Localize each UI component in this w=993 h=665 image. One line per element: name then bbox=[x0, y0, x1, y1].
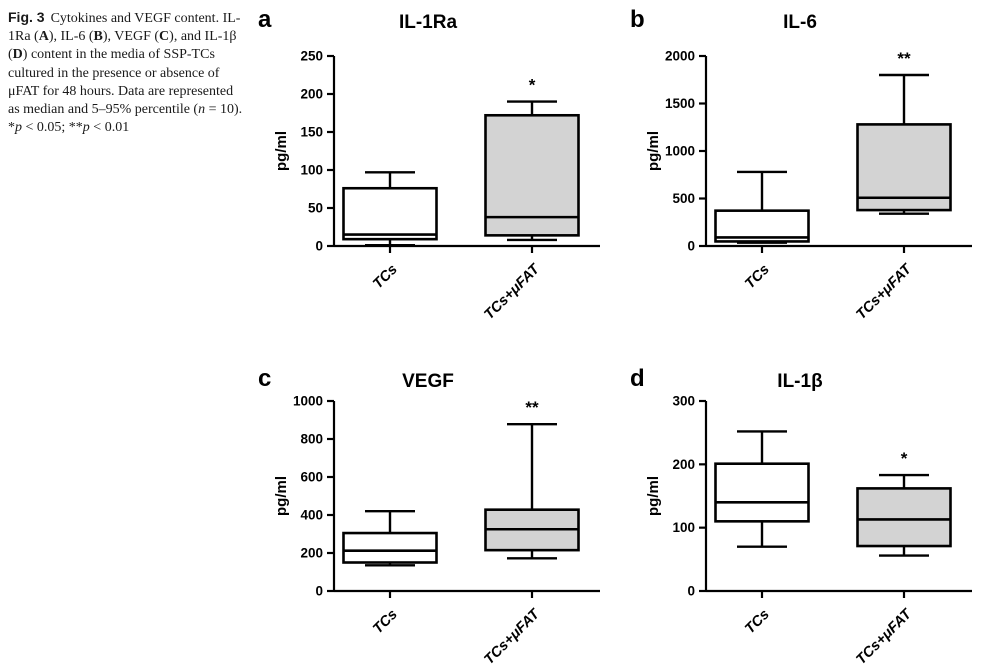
y-tick-label: 300 bbox=[672, 394, 695, 409]
y-tick-label: 0 bbox=[687, 239, 695, 254]
x-category-label: TCs+μFAT bbox=[481, 261, 543, 323]
panel-letter: a bbox=[258, 6, 272, 33]
x-category-label: TCs bbox=[370, 607, 401, 638]
panel-letter: b bbox=[630, 6, 645, 33]
caption-segment: ), VEGF ( bbox=[102, 29, 160, 45]
box-treated bbox=[856, 487, 952, 548]
chart-title: IL-1β bbox=[777, 371, 822, 392]
significance-marker: * bbox=[529, 76, 536, 95]
caption-segment: Fig. 3 bbox=[8, 9, 45, 25]
y-tick-label: 1000 bbox=[665, 144, 695, 159]
figure-caption: Fig. 3 Cytokines and VEGF content. IL-1Ra… bbox=[8, 8, 248, 137]
y-axis-label: pg/ml bbox=[645, 476, 662, 516]
caption-segment: ) content in the media of SSP-TCs cultur… bbox=[8, 47, 234, 117]
y-axis-label: pg/ml bbox=[273, 476, 290, 516]
box-treated bbox=[856, 123, 952, 212]
significance-marker: ** bbox=[525, 398, 539, 417]
chart-title: VEGF bbox=[402, 371, 454, 392]
x-category-label: TCs+μFAT bbox=[481, 606, 543, 665]
x-category-label: TCs+μFAT bbox=[853, 261, 915, 323]
caption-segment: ), IL-6 ( bbox=[48, 29, 94, 45]
x-category-label: TCs+μFAT bbox=[853, 606, 915, 665]
y-tick-label: 0 bbox=[687, 584, 695, 599]
caption-segment: p bbox=[82, 120, 90, 136]
x-category-label: TCs bbox=[742, 262, 773, 293]
boxplot-panel-a: a IL-1Ra 0 50 100 150 200 250 pg/ml TCs TCs+μFAT * bbox=[258, 6, 600, 323]
y-tick-label: 800 bbox=[300, 432, 323, 447]
chart-title: IL-6 bbox=[783, 12, 817, 33]
y-tick-label: 500 bbox=[672, 191, 695, 206]
y-tick-label: 200 bbox=[672, 457, 695, 472]
y-axis-label: pg/ml bbox=[273, 131, 290, 171]
x-category-label: TCs bbox=[742, 607, 773, 638]
box-control bbox=[714, 462, 810, 523]
y-tick-label: 250 bbox=[300, 49, 323, 64]
caption-segment: = 10). * bbox=[8, 101, 243, 136]
box-control bbox=[342, 531, 438, 564]
caption-segment: ), and IL-1β ( bbox=[8, 29, 237, 63]
significance-marker: ** bbox=[897, 49, 911, 68]
caption-segment: B bbox=[93, 29, 103, 45]
y-tick-label: 150 bbox=[300, 125, 323, 140]
box-treated bbox=[484, 113, 580, 237]
chart-title: IL-1Ra bbox=[399, 12, 458, 33]
significance-marker: * bbox=[901, 449, 908, 468]
y-tick-label: 600 bbox=[300, 470, 323, 485]
y-tick-label: 1500 bbox=[665, 96, 695, 111]
caption-segment: Cytokines and VEGF content. IL-1Ra ( bbox=[8, 11, 241, 45]
y-tick-label: 100 bbox=[300, 163, 323, 178]
caption-segment: n bbox=[198, 101, 206, 117]
caption-segment: < 0.05; ** bbox=[22, 120, 83, 136]
y-tick-label: 1000 bbox=[293, 394, 323, 409]
y-tick-label: 0 bbox=[315, 584, 323, 599]
y-tick-label: 200 bbox=[300, 87, 323, 102]
caption-segment: p bbox=[15, 120, 22, 136]
caption-segment: < 0.01 bbox=[89, 120, 130, 136]
box-control bbox=[342, 186, 438, 241]
caption-segment: C bbox=[159, 29, 170, 45]
y-tick-label: 0 bbox=[315, 239, 323, 254]
y-tick-label: 50 bbox=[308, 201, 323, 216]
y-tick-label: 100 bbox=[672, 520, 695, 535]
caption-segment: D bbox=[12, 47, 23, 63]
boxplot-panel-c: c VEGF 0 200 400 600 800 1000 pg/ml TCs TCs+μFAT ** bbox=[258, 365, 600, 665]
caption-segment: A bbox=[38, 29, 49, 45]
y-tick-label: 400 bbox=[300, 508, 323, 523]
boxplot-panel-b: b IL-6 0 500 1000 1500 2000 pg/ml TCs TCs+μFAT ** bbox=[630, 6, 972, 323]
y-tick-label: 2000 bbox=[665, 49, 695, 64]
x-category-label: TCs bbox=[370, 262, 401, 293]
boxplot-panel-d: d IL-1β 0 100 200 300 pg/ml TCs TCs+μFAT * bbox=[630, 365, 972, 665]
panel-letter: c bbox=[258, 365, 271, 392]
y-tick-label: 200 bbox=[300, 546, 323, 561]
y-axis-label: pg/ml bbox=[645, 131, 662, 171]
panel-letter: d bbox=[630, 365, 645, 392]
